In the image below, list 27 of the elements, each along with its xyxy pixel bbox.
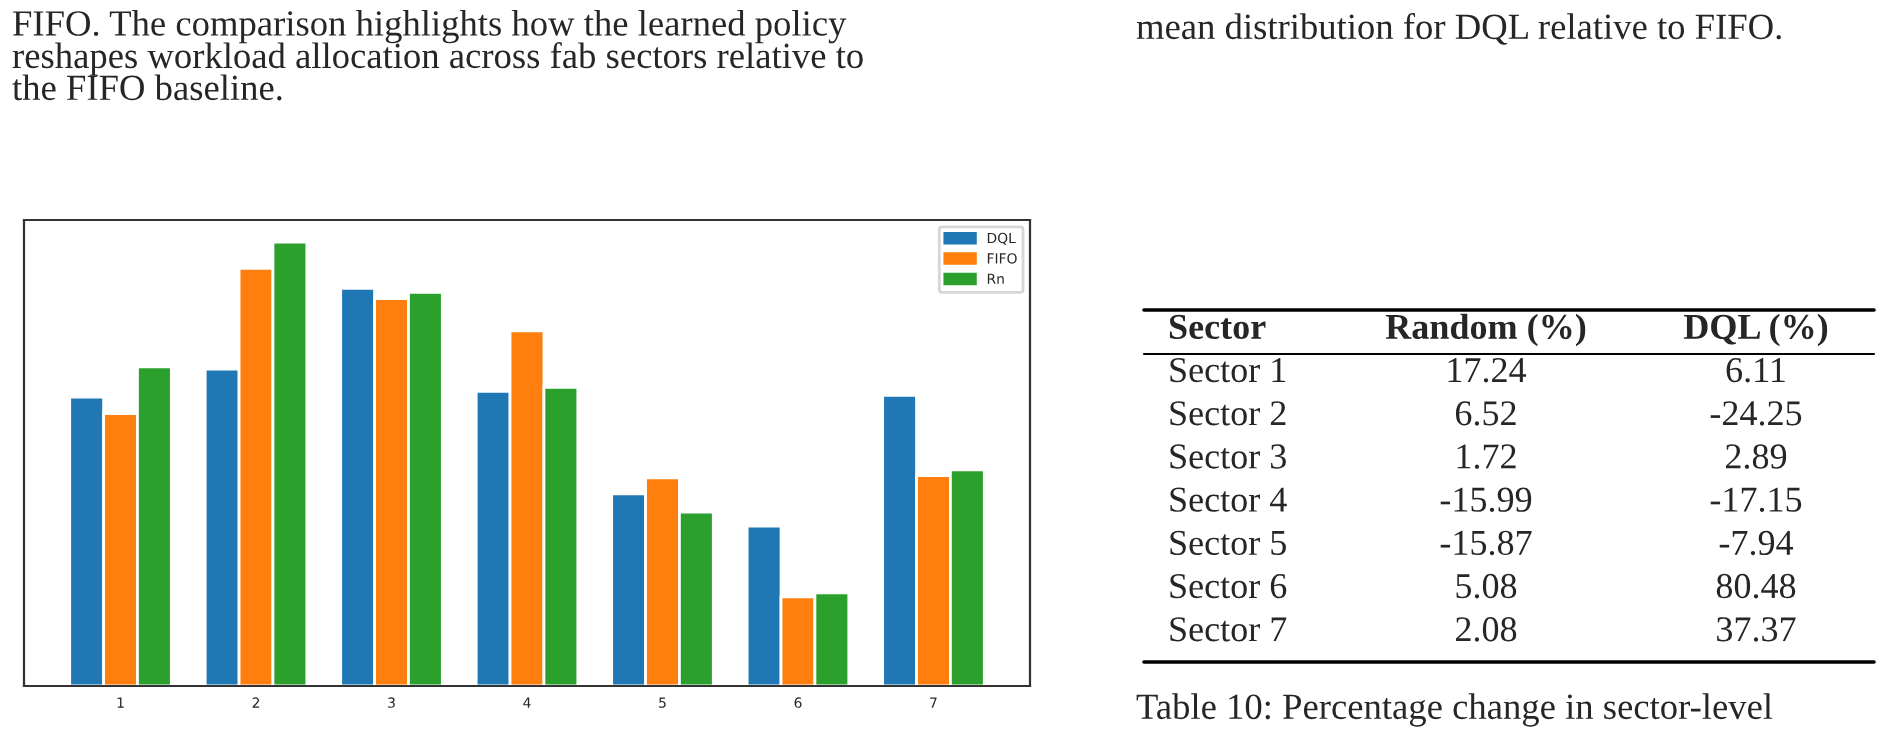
text: -7.94 (1719, 530, 1794, 556)
text: 6.11 (1726, 357, 1785, 383)
text: 37.37 (1717, 617, 1796, 642)
category-label: Sector 3 (1170, 444, 1286, 469)
text: mean distribution for DQL relative to FIFO. (1136, 13, 1781, 45)
caption: Table 10: Percentage change in sector-level (1136, 693, 1773, 727)
text: 80.48 (1716, 573, 1796, 599)
category-label: Sector 2 (1170, 401, 1286, 426)
category-label: Sector 4 (1170, 487, 1287, 512)
category-label: Sector 6 (1170, 573, 1287, 599)
text: 17.24 (1448, 357, 1527, 383)
text: -17.15 (1710, 487, 1802, 512)
text: -15.99 (1440, 487, 1532, 512)
text: 2.08 (1455, 617, 1517, 642)
category-label: Random (%) (1385, 313, 1586, 347)
text: 1.72 (1457, 444, 1516, 469)
text: 5.08 (1456, 573, 1517, 599)
category-label: Sector 5 (1170, 530, 1286, 556)
text: -24.25 (1710, 401, 1802, 426)
category-label: Sector 1 (1170, 357, 1286, 383)
text: -15.87 (1440, 530, 1532, 556)
category-label: Sector (1169, 314, 1266, 340)
text: FIFO. The comparison highlights how the learned policy reshapes workload allocation across fab sectors relative to the FIFO baseline. (12, 10, 863, 101)
text: 2.89 (1725, 444, 1787, 469)
category-label: Sector 7 (1170, 617, 1287, 642)
text: 6.52 (1455, 401, 1516, 426)
category-label: DQL (%) (1683, 313, 1828, 347)
